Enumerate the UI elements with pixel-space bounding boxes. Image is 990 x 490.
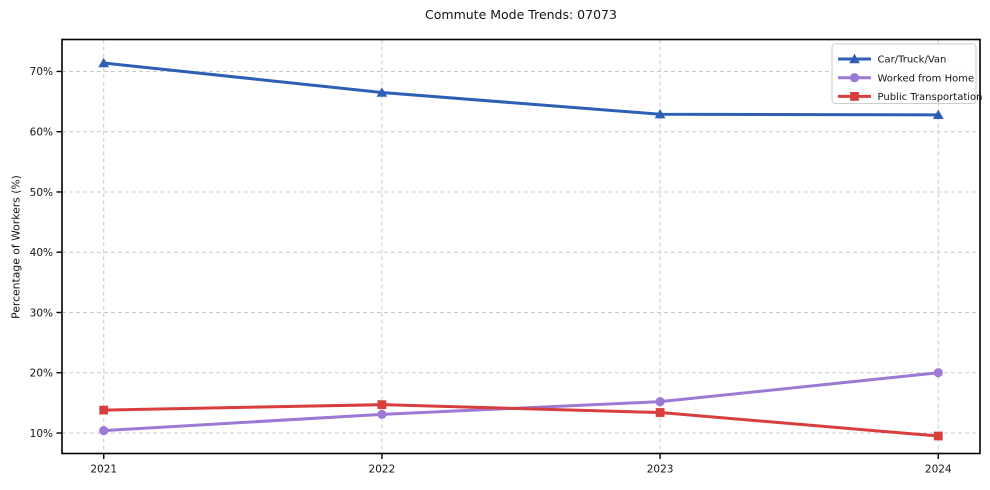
data-point-worked-from-home (933, 368, 943, 378)
series-public-transportation (99, 400, 943, 441)
y-tick-label: 40% (30, 247, 53, 259)
legend: Car/Truck/Van Worked from Home Public Tran… (831, 43, 982, 104)
legend-item-car-truck-van: Car/Truck/Van (838, 53, 947, 66)
series-line-worked-from-home (102, 371, 940, 433)
y-tick-label: 60% (30, 127, 53, 139)
series-line-public-transportation (102, 403, 940, 438)
x-tick-label: 2023 (647, 464, 674, 476)
data-point-worked-from-home (655, 397, 665, 407)
y-tick-label: 50% (30, 187, 53, 199)
data-point-car-truck-van (654, 109, 666, 119)
data-point-public-transportation (655, 408, 665, 417)
data-point-car-truck-van (98, 57, 110, 68)
legend-item-public-transportation: Public Transportation (838, 92, 982, 103)
legend-triangle-marker-icon (849, 53, 860, 64)
y-tick-label: 30% (30, 307, 53, 319)
legend-square-marker-icon (850, 92, 859, 101)
y-tick-label: 70% (30, 66, 53, 78)
legend-label: Worked from Home (878, 73, 975, 84)
data-point-public-transportation (377, 400, 387, 410)
y-tick-label: 10% (30, 428, 53, 440)
y-tick-label: 20% (30, 368, 53, 380)
data-point-worked-from-home (377, 409, 387, 419)
series-car-truck-van (98, 57, 944, 120)
data-point-car-truck-van (932, 109, 944, 120)
plot-border (61, 38, 981, 455)
legend-label: Car/Truck/Van (878, 55, 947, 66)
x-tick-label: 2024 (925, 464, 952, 476)
series-line-car-truck-van (102, 61, 940, 117)
x-tick-label: 2021 (90, 464, 117, 476)
chart-title: Commute Mode Trends: 07073 (425, 7, 617, 22)
legend-label: Public Transportation (878, 92, 983, 103)
x-tick-label: 2022 (369, 464, 396, 476)
data-point-public-transportation (99, 405, 109, 415)
data-point-worked-from-home (99, 426, 109, 436)
data-point-car-truck-van (376, 87, 388, 97)
data-point-public-transportation (933, 431, 943, 441)
legend-item-worked-from-home: Worked from Home (838, 73, 974, 84)
legend-circle-marker-icon (849, 73, 860, 83)
